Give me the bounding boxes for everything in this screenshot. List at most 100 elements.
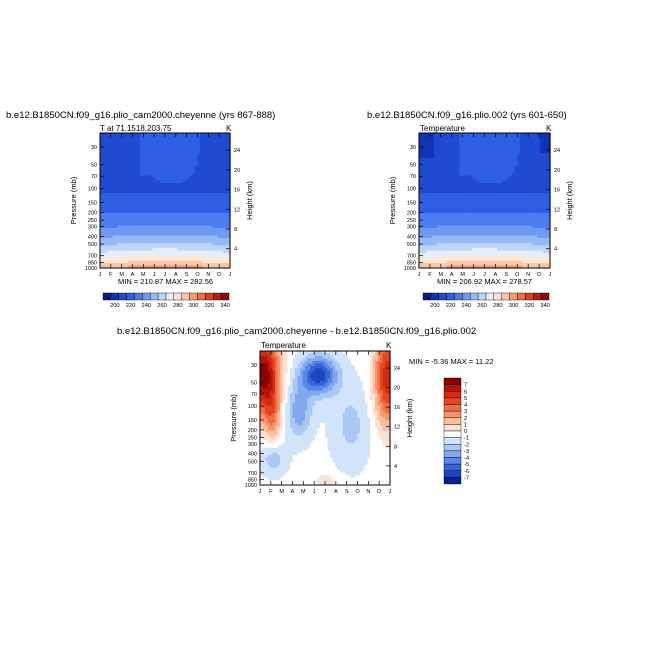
panel-1-cell [192, 178, 196, 182]
panel-1-cell [110, 158, 114, 162]
panel-1-cell [107, 213, 111, 217]
panel-2-cell [502, 155, 506, 159]
panel-2-cell [431, 225, 435, 229]
panel-1-cell [160, 215, 164, 219]
panel-2-cell [431, 213, 435, 217]
panel-2-cell [419, 213, 423, 217]
panel-2-cell [527, 158, 531, 162]
panel-1-cell [165, 138, 169, 142]
panel-2-cell [419, 203, 423, 207]
panel-2-cell [489, 190, 493, 194]
panel-1-cell [145, 243, 149, 247]
panel-2-cell [444, 165, 448, 169]
panel-2-cell [539, 175, 544, 179]
panel-2-cell [532, 173, 536, 177]
panel-1-cell [227, 135, 231, 139]
panel-2-cell [547, 198, 551, 202]
panel-1-cell [227, 193, 231, 197]
panel-2-cell [441, 190, 445, 194]
panel-2-cell [454, 185, 458, 189]
panel-1-cell [130, 190, 134, 194]
panel-2-cell [484, 190, 488, 194]
panel-2-cell [481, 218, 486, 222]
panel-2-cell [537, 218, 541, 222]
panel-1-cell [122, 238, 126, 242]
panel-1-cell [115, 195, 119, 199]
panel-2-cell [451, 175, 455, 179]
panel-1-cell [180, 185, 184, 189]
panel-2-cell [519, 230, 523, 234]
panel-1-cell [140, 260, 144, 264]
panel-2-cell [456, 205, 460, 209]
panel-2-cell [426, 235, 430, 239]
panel-1-cell [110, 253, 114, 257]
panel-2-cell [464, 138, 468, 142]
panel-1-cell [190, 203, 194, 207]
panel-2-cell [487, 145, 491, 149]
panel-1-cell [105, 255, 109, 259]
panel-2-cell [464, 140, 468, 144]
panel-2-cell [424, 138, 428, 142]
panel-1-cell [147, 180, 151, 184]
panel-2-cell [499, 185, 503, 189]
panel-2-cell [492, 145, 496, 149]
panel-1-cell [182, 220, 186, 224]
panel-1-cell [122, 215, 126, 219]
panel-1-cell [155, 168, 159, 172]
panel-1-cell [220, 235, 224, 239]
panel-1-cell [165, 230, 169, 234]
panel-1-cell [180, 180, 184, 184]
panel-1-cell [147, 228, 151, 232]
panel-1-cell [152, 235, 156, 239]
panel-1-cell [177, 245, 181, 249]
panel-2-cell [534, 208, 538, 212]
panel-2-cell [512, 233, 516, 237]
panel-1-cell [205, 238, 209, 242]
panel-1-cell [105, 148, 109, 152]
panel-1-cell [107, 253, 111, 257]
panel-1-cell [175, 168, 179, 172]
panel-2-cell [492, 223, 496, 227]
panel-1-cell [100, 255, 104, 259]
panel-1-cell [147, 168, 151, 172]
panel-2-cell [451, 135, 455, 139]
panel-1-cell [192, 173, 196, 177]
panel-1-cell [155, 248, 159, 252]
panel-2-cell [421, 198, 425, 202]
panel-2-cell [504, 160, 508, 164]
panel-1-cell [102, 258, 106, 262]
panel-2-cell [429, 223, 433, 227]
panel-2-cell [484, 153, 488, 157]
panel-1-cell [135, 250, 139, 254]
panel-1-cell [175, 190, 179, 194]
panel-1-cell [197, 180, 201, 184]
panel-1-cell [162, 260, 166, 264]
panel-1-cell [220, 200, 224, 204]
panel-1-cell [130, 158, 134, 162]
panel-1-cell [117, 220, 121, 224]
panel-2-cell [479, 190, 483, 194]
panel-1-cell [100, 203, 104, 207]
panel-1-cell [220, 243, 224, 247]
panel-2-cell [492, 235, 496, 239]
panel-1-cell [142, 233, 146, 237]
panel-1-cell [122, 153, 126, 157]
panel-2-cell [436, 198, 440, 202]
panel-2-cell [444, 215, 448, 219]
panel-1-cell [195, 145, 199, 149]
panel-2-cell [524, 148, 528, 152]
panel-1-cell [120, 235, 124, 239]
panel-1-cell [127, 213, 131, 217]
panel-1-cell [117, 153, 121, 157]
panel-1-cell [225, 143, 229, 147]
panel-1-cell [172, 198, 176, 202]
panel-1-cell [142, 203, 146, 207]
panel-2-cell [424, 193, 428, 197]
panel-1-cell [222, 218, 226, 222]
panel-1-cell [175, 260, 179, 264]
panel-1-cell [145, 228, 149, 232]
panel-2-cell [476, 168, 481, 172]
panel-1-cell [130, 173, 134, 177]
panel-1-cell [132, 175, 136, 179]
panel-1-cell [167, 218, 171, 222]
